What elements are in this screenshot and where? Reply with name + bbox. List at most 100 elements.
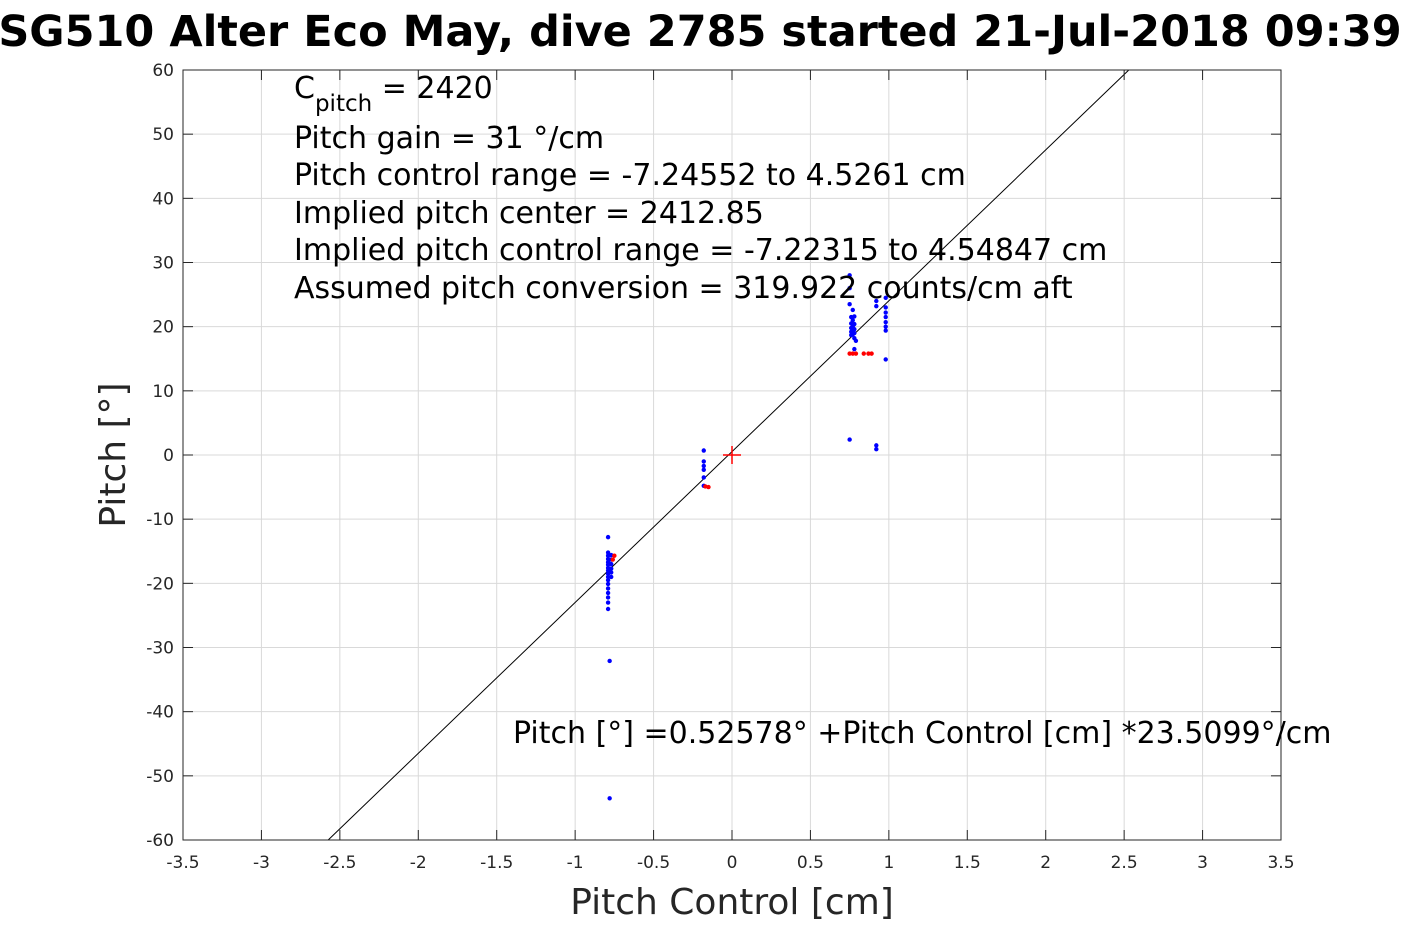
data-point [866,351,871,356]
y-tick-label: 30 [152,254,174,274]
data-point [852,330,857,336]
data-point [874,443,879,448]
data-point [609,574,614,580]
data-points [605,273,888,801]
x-tick-label: 2.5 [1111,853,1138,873]
data-point [883,310,888,315]
annotation-implied-pitch-center: Implied pitch center = 2412.85 [294,196,764,231]
data-point [847,437,852,442]
x-tick-label: 1.5 [954,853,981,873]
data-point [609,566,614,571]
data-point [883,314,888,320]
x-axis-label: Pitch Control [cm] [570,882,894,923]
data-point [874,447,879,452]
data-point [610,557,615,562]
data-point [605,606,611,612]
y-tick-label: -50 [146,767,174,787]
data-point [703,484,708,489]
data-point [607,796,612,801]
data-point [883,319,888,325]
data-point [605,574,611,580]
y-tick-label: 50 [152,125,174,145]
data-point [701,463,706,469]
data-point [850,307,855,313]
annotation-pitch-control-range: Pitch control range = -7.24552 to 4.5261… [294,158,966,193]
data-point [701,448,706,453]
data-point [847,273,852,278]
data-point [883,328,888,333]
data-point [883,305,888,310]
tick-labels: -3.5 -3 -2.5 -2 -1.5 -1 -0.5 0 0.5 1 1.5 2 2.5 3 3.5 -6… [146,61,1294,873]
y-tick-label: -10 [146,510,174,530]
y-tick-label: 60 [152,61,174,81]
center-marker-group [723,446,741,464]
data-point [852,314,857,319]
x-tick-label: 2 [1040,853,1051,873]
data-point [847,285,852,291]
fit-equation: Pitch [°] =0.52578° +Pitch Control [cm] … [513,716,1331,751]
data-point [605,577,611,583]
x-tick-label: 0 [727,853,738,873]
data-point [874,298,879,304]
x-tick-label: 1 [883,853,894,873]
data-point [605,586,611,591]
y-tick-label: 0 [163,446,174,466]
y-tick-label: 20 [152,318,174,338]
data-point [605,590,611,596]
data-point [607,658,612,664]
x-tick-label: 0.5 [797,853,824,873]
x-tick-label: -0.5 [637,853,670,873]
data-point [883,357,888,362]
data-point [701,475,706,480]
data-point [847,351,852,356]
y-tick-label: -30 [146,639,174,659]
data-point [612,553,617,558]
data-point [605,550,611,555]
x-tick-label: -1 [567,853,584,873]
data-point [605,600,611,605]
annotation-implied-range: Implied pitch control range = -7.22315 t… [294,233,1107,268]
y-tick-label: -60 [146,831,174,851]
x-tick-label: -3 [253,853,270,873]
data-point [605,581,611,587]
annotation-conversion: Assumed pitch conversion = 319.922 count… [294,271,1073,306]
data-point [853,351,859,356]
grid-lines [182,69,1282,841]
data-point [609,570,614,575]
annotation-cpitch-value: = 2420 [372,71,493,106]
x-tick-label: -3.5 [166,853,199,873]
data-point [883,295,888,300]
annotation-cpitch-subscript: pitch [315,91,372,117]
data-point [874,303,879,309]
annotation-cpitch-base: C [294,71,315,106]
x-tick-label: 3 [1197,853,1208,873]
x-tick-label: -1.5 [480,853,513,873]
data-point [605,534,611,540]
y-tick-label: 40 [152,189,174,209]
y-axis-label: Pitch [°] [93,382,134,527]
y-tick-label: 10 [152,382,174,402]
data-point [850,351,855,356]
data-point [850,318,855,323]
chart-title: SG510 Alter Eco May, dive 2785 started 2… [0,7,1402,57]
x-tick-label: -2.5 [323,853,356,873]
data-point [869,351,874,356]
data-point [883,324,888,329]
data-point [605,595,611,600]
data-point [847,302,852,307]
data-point [861,351,866,356]
data-point [701,459,706,464]
x-tick-label: -2 [410,853,427,873]
data-point [853,338,859,343]
y-tick-label: -40 [146,703,174,723]
y-tick-label: -20 [146,574,174,594]
x-tick-label: 3.5 [1267,853,1294,873]
data-point [701,467,706,472]
tick-marks [182,69,1282,841]
data-point [852,321,857,327]
data-point [609,561,614,567]
data-point [852,346,857,352]
annotation-pitch-gain: Pitch gain = 31 °/cm [294,121,604,156]
data-point [852,327,857,332]
